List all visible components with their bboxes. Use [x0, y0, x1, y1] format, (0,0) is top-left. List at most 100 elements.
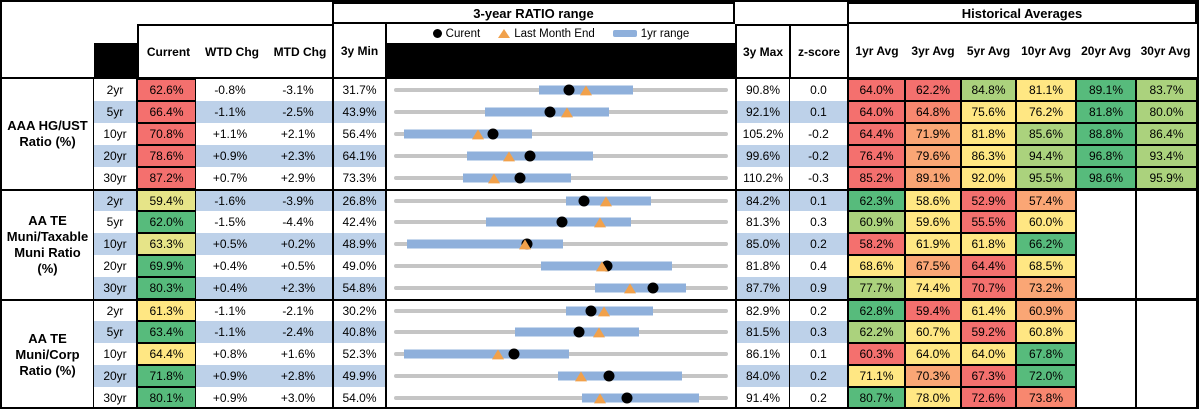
last-month-end-triangle — [594, 393, 607, 404]
tenor-label: 10yr — [94, 123, 137, 145]
wtd-chg-cell: +0.9% — [196, 145, 264, 167]
current-value-cell: 80.1% — [137, 387, 196, 407]
three-year-min-cell: 26.8% — [332, 189, 385, 211]
historical-avg-cell: 86.4% — [1136, 123, 1197, 145]
historical-avg-cell: 81.1% — [1016, 79, 1076, 101]
mtd-chg-cell: +2.8% — [264, 365, 332, 387]
historical-avg-cell: 75.6% — [961, 101, 1016, 123]
one-year-range-bar — [557, 371, 682, 381]
historical-avg-cell: 83.7% — [1136, 79, 1197, 101]
historical-avg-cell: 71.9% — [905, 123, 961, 145]
historical-avg-cell: 95.5% — [1016, 167, 1076, 189]
last-month-end-triangle — [623, 283, 636, 294]
wtd-chg-cell: +0.8% — [212, 347, 248, 361]
historical-avg-cell: 79.6% — [905, 145, 961, 167]
current-value-cell: 62.6% — [137, 79, 196, 101]
empty-avg-block — [1076, 299, 1136, 407]
z-score-cell: -0.2 — [789, 145, 847, 167]
range-chart-cell — [385, 211, 735, 233]
historical-avg-cell: 62.8% — [847, 299, 905, 321]
three-year-max-cell: 105.2% — [735, 123, 789, 145]
range-chart-cell — [385, 189, 735, 211]
z-score-cell: 0.2 — [789, 365, 847, 387]
wtd-chg-cell: +0.5% — [196, 233, 264, 255]
current-value-cell: 71.8% — [137, 365, 196, 387]
three-year-min-cell: 42.4% — [332, 211, 385, 233]
z-score-cell: 0.3 — [789, 321, 847, 343]
current-dot — [487, 128, 499, 140]
last-month-end-triangle-icon — [498, 29, 511, 38]
historical-avg-cell: 70.3% — [905, 365, 961, 387]
avg-column-header: 3yr Avg — [911, 43, 955, 58]
historical-avg-cell: 58.6% — [905, 189, 961, 211]
historical-avg-cell: 89.1% — [905, 167, 961, 189]
mtd-chg-cell: +3.0% — [280, 391, 316, 405]
range-chart-cell — [385, 321, 735, 343]
current-dot — [647, 282, 659, 294]
z-score-cell: 0.2 — [789, 299, 847, 321]
three-year-max-cell: 86.1% — [735, 343, 789, 365]
historical-avg-cell: 64.0% — [961, 343, 1016, 365]
mtd-chg-cell: +2.1% — [280, 127, 316, 141]
historical-avg-cell: 81.8% — [961, 123, 1016, 145]
historical-avg-cell: 62.2% — [847, 321, 905, 343]
one-year-range-bar — [403, 349, 569, 359]
last-month-end-triangle — [502, 151, 515, 162]
range-chart-cell — [385, 123, 735, 145]
three-year-range-track — [393, 286, 729, 290]
historical-avg-cell: 77.7% — [847, 277, 905, 299]
historical-avg-cell: 78.0% — [905, 387, 961, 407]
historical-avg-cell: 84.8% — [961, 79, 1016, 101]
three-year-min-cell: 54.0% — [332, 387, 385, 407]
last-month-end-triangle — [595, 261, 608, 272]
historical-avg-cell: 73.2% — [1016, 277, 1076, 299]
historical-avg-cell: 64.8% — [905, 101, 961, 123]
current-dot — [556, 216, 568, 228]
mtd-chg-cell: -3.9% — [264, 189, 332, 211]
wtd-chg-cell: -0.8% — [214, 83, 246, 97]
current-value-cell: 62.0% — [137, 211, 196, 233]
current-value-cell: 61.3% — [137, 299, 196, 321]
historical-avg-cell: 57.4% — [1016, 189, 1076, 211]
current-dot-icon — [432, 29, 442, 38]
historical-avg-cell: 74.4% — [905, 277, 961, 299]
historical-avg-cell: 64.4% — [847, 123, 905, 145]
last-month-end-triangle — [598, 306, 611, 317]
range-chart-cell — [385, 101, 735, 123]
range-chart-cell — [385, 79, 735, 101]
historical-avg-cell: 62.3% — [847, 189, 905, 211]
three-year-max-cell: 91.4% — [735, 387, 789, 407]
historical-avg-cell: 70.7% — [961, 277, 1016, 299]
wtd-chg-cell: -1.1% — [196, 299, 264, 321]
last-month-end-triangle — [487, 173, 500, 184]
z-score-cell: 0.3 — [789, 211, 847, 233]
z-score-cell: 0.1 — [789, 101, 847, 123]
current-value-cell: 78.6% — [137, 145, 196, 167]
z-score-column-header: z-score — [789, 24, 847, 77]
historical-avg-cell: 98.6% — [1076, 167, 1136, 189]
three-year-max-column-header: 3y Max — [735, 24, 789, 77]
range-chart-cell — [385, 255, 735, 277]
historical-avg-cell: 60.9% — [847, 211, 905, 233]
last-month-end-triangle — [472, 129, 485, 140]
historical-avg-cell: 52.9% — [961, 189, 1016, 211]
z-score-cell: 0.9 — [789, 277, 847, 299]
one-year-range-bar — [582, 393, 699, 403]
last-month-end-triangle — [561, 107, 574, 118]
one-year-range-bar — [403, 129, 532, 139]
historical-avg-cell: 59.4% — [905, 299, 961, 321]
current-value-cell: 66.4% — [137, 101, 196, 123]
historical-avg-cell: 60.0% — [1016, 211, 1076, 233]
avg-column-header: 10yr Avg — [1021, 43, 1071, 58]
historical-avg-cell: 94.4% — [1016, 145, 1076, 167]
z-score-cell: 0.2 — [789, 387, 847, 407]
wtd-chg-cell: +0.7% — [212, 171, 248, 185]
historical-avg-cell: 76.2% — [1016, 101, 1076, 123]
historical-avg-cell: 71.1% — [847, 365, 905, 387]
last-month-end-triangle — [600, 196, 613, 207]
tenor-label: 5yr — [94, 101, 137, 123]
current-value-cell: 64.4% — [137, 343, 196, 365]
wtd-chg-column-header: WTD Chg — [205, 44, 259, 59]
three-year-min-cell: 43.9% — [332, 101, 385, 123]
